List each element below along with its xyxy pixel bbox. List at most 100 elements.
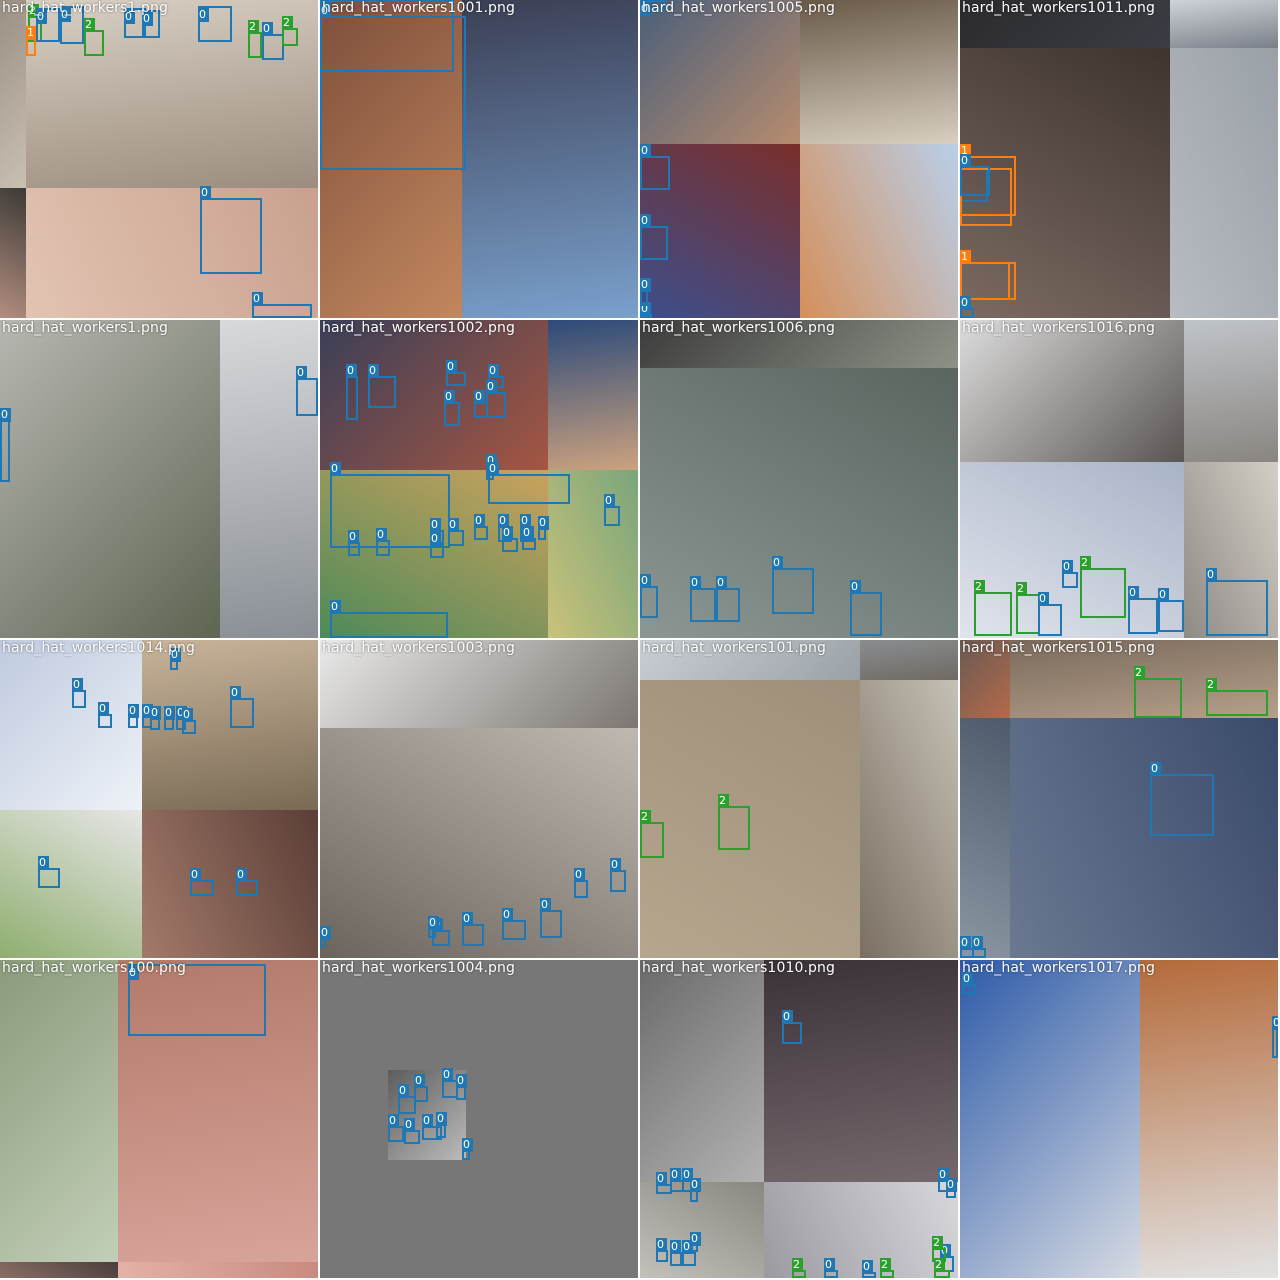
detection-class-label: 0 [682, 1240, 693, 1254]
detection-box-class-2: 2 [974, 580, 1012, 636]
detection-class-label: 2 [974, 580, 985, 594]
detection-box-class-0: 0 [128, 704, 139, 728]
detection-class-label: 0 [682, 1168, 693, 1182]
detection-box-class-0: 0 [824, 1258, 838, 1278]
detection-class-label: 0 [456, 1074, 467, 1088]
tile-filename: hard_hat_workers1006.png [642, 320, 835, 336]
mosaic-photo-crop [800, 144, 958, 318]
detection-box-class-0: 0 [128, 964, 266, 1036]
detection-class-label: 0 [772, 556, 783, 570]
detection-box-class-0: 0 [190, 868, 214, 896]
detection-box-class-0: 0 [456, 1074, 467, 1100]
detection-box-class-0: 0 [60, 6, 84, 44]
detection-box-class-0: 0 [414, 1074, 428, 1102]
mosaic-photo-crop [0, 810, 142, 958]
detection-class-label: 0 [1206, 568, 1217, 582]
detection-box-class-0: 0 [182, 708, 196, 734]
detection-box-class-0: 0 [538, 516, 549, 540]
detection-class-label: 0 [462, 1138, 473, 1152]
detection-class-label: 0 [690, 576, 701, 590]
detection-class-label: 0 [444, 390, 455, 404]
detection-class-label: 0 [640, 278, 651, 292]
detection-box-class-0: 0 [330, 600, 448, 638]
detection-box-class-0: 0 [772, 556, 814, 614]
detection-class-label: 0 [346, 364, 357, 378]
mosaic-tile: hard_hat_workers1006.png 0 0 0 0 0 [640, 320, 958, 638]
detection-box-class-0: 0 [404, 1118, 420, 1144]
mosaic-photo-crop [462, 0, 638, 318]
detection-box-class-2: 2 [282, 16, 298, 46]
mosaic-photo-crop [1140, 960, 1278, 1278]
detection-class-label: 0 [522, 526, 533, 540]
detection-class-label: 0 [428, 916, 439, 930]
detection-class-label: 0 [938, 1168, 949, 1182]
detection-box-class-0: 0 [198, 6, 232, 42]
detection-box-class-1: 1 [26, 26, 37, 56]
detection-box-class-0: 0 [604, 494, 620, 526]
detection-box-class-2: 2 [880, 1258, 894, 1278]
detection-box-class-2: 2 [1016, 582, 1040, 634]
tile-filename: hard_hat_workers1004.png [322, 960, 515, 976]
detection-class-label: 0 [414, 1074, 425, 1088]
detection-box-class-0: 0 [296, 366, 318, 416]
detection-class-label: 0 [72, 678, 83, 692]
detection-box-class-0: 0 [388, 1114, 404, 1142]
detection-class-label: 0 [862, 1260, 873, 1274]
detection-box-class-0: 0 [1062, 560, 1078, 588]
detection-class-label: 0 [376, 528, 387, 542]
detection-box-class-0: 0 [150, 706, 161, 730]
detection-box-class-2: 2 [792, 1258, 806, 1278]
mosaic-photo-crop [0, 188, 26, 318]
detection-box-class-0: 0 [422, 1114, 442, 1140]
mosaic-photo-crop [640, 0, 800, 144]
detection-box-class-0: 0 [782, 1010, 802, 1044]
detection-class-label: 0 [430, 532, 441, 546]
detection-box-class-0: 0 [690, 576, 716, 622]
detection-box-class-0: 0 [330, 462, 450, 548]
tile-filename: hard_hat_workers1014.png [2, 640, 195, 656]
tile-filename: hard_hat_workers1.png [2, 0, 168, 16]
detection-box-class-0: 0 [946, 1178, 957, 1198]
detection-class-label: 0 [610, 858, 621, 872]
detection-class-label: 0 [716, 576, 727, 590]
mosaic-photo-crop [800, 0, 958, 144]
detection-box-class-0: 0 [462, 912, 484, 946]
mosaic-photo-crop [320, 0, 462, 318]
mosaic-tile: hard_hat_workers101.png 2 2 [640, 640, 958, 958]
mosaic-photo-crop [640, 320, 958, 368]
detection-class-label: 0 [446, 360, 457, 374]
detection-box-class-0: 0 [462, 1138, 473, 1160]
detection-class-label: 0 [36, 10, 47, 24]
mosaic-photo-crop [860, 680, 958, 958]
mosaic-photo-crop [0, 0, 26, 188]
detection-class-label: 0 [0, 408, 11, 422]
detection-class-label: 0 [124, 10, 135, 24]
detection-class-label: 2 [880, 1258, 891, 1272]
detection-box-class-2: 2 [934, 1258, 950, 1278]
detection-box-class-0: 0 [98, 702, 112, 728]
detection-class-label: 0 [670, 1240, 681, 1254]
mosaic-photo-crop [0, 960, 118, 1262]
detection-box-class-0: 0 [230, 686, 254, 728]
mosaic-photo-crop [960, 320, 1184, 462]
mosaic-photo-crop [548, 320, 638, 470]
detection-class-label: 0 [1038, 592, 1049, 606]
detection-box-class-2: 2 [640, 810, 664, 858]
mosaic-tile: hard_hat_workers1005.png 0 0 0 0 0 [640, 0, 958, 318]
detection-class-label: 0 [182, 708, 193, 722]
mosaic-tile: hard_hat_workers100.png 0 [0, 960, 318, 1278]
detection-box-class-0: 0 [1206, 568, 1268, 636]
detection-class-label: 0 [946, 1178, 957, 1192]
mosaic-tile: hard_hat_workers1010.png 0 0 0 0 0 0 0 0 0 0 0 0 2 2 0 0… [640, 960, 958, 1278]
mosaic-photo-crop [0, 640, 142, 810]
detection-class-label: 2 [934, 1258, 945, 1272]
detection-box-class-0: 0 [368, 364, 396, 408]
detection-box-class-0: 0 [960, 154, 990, 196]
detection-class-label: 0 [960, 296, 971, 310]
detection-class-label: 0 [972, 936, 983, 950]
mosaic-photo-crop [960, 462, 1184, 638]
mosaic-tile: hard_hat_workers1011.png0110110 [960, 0, 1278, 318]
detection-class-label: 0 [574, 868, 585, 882]
detection-class-label: 0 [656, 1172, 667, 1186]
